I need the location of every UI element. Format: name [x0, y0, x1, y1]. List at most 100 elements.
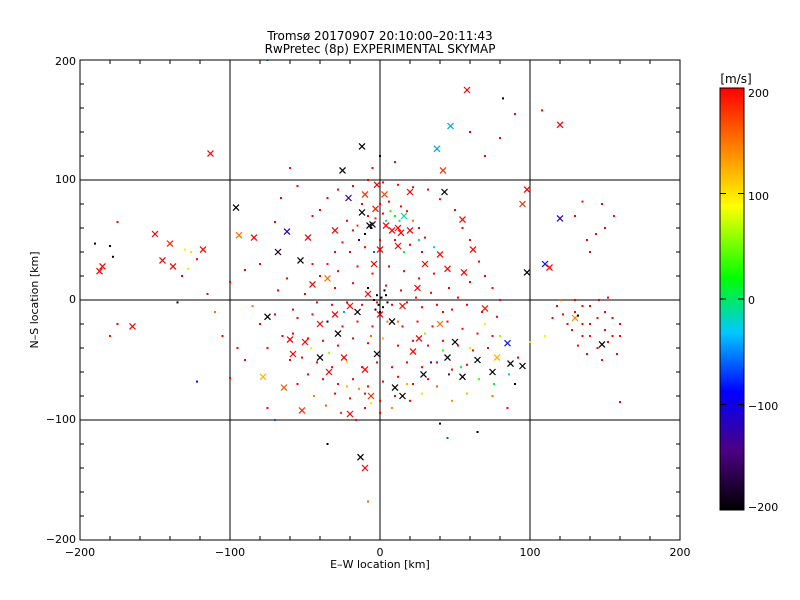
scatter-point-dot [484, 155, 486, 157]
chart-title: Tromsø 20170907 20:10:00–20:11:43 [266, 29, 492, 43]
scatter-point-x [361, 464, 369, 472]
scatter-point-dot [446, 437, 449, 439]
scatter-point-dot [476, 332, 479, 335]
scatter-point-dot [433, 272, 435, 275]
scatter-point-dot [484, 323, 486, 325]
scatter-point-dot [581, 200, 584, 203]
scatter-point-dot [427, 344, 429, 347]
scatter-point-dot [394, 215, 396, 217]
scatter-point-dot [478, 260, 480, 263]
scatter-point-dot [109, 245, 111, 247]
scatter-point-dot [604, 227, 606, 229]
scatter-point-dot [382, 337, 384, 340]
scatter-point-x [316, 320, 324, 328]
scatter-point-x [444, 265, 451, 273]
scatter-point-x [346, 410, 354, 418]
scatter-point-dot [391, 366, 393, 369]
scatter-point-x [316, 354, 324, 362]
scatter-point-dot [577, 344, 579, 347]
scatter-point-dot [566, 323, 569, 325]
scatter-point-dot [181, 275, 183, 277]
scatter-point-dot [446, 320, 449, 323]
scatter-point-dot [499, 299, 501, 301]
scatter-point-dot [415, 296, 417, 299]
scatter-point-x [507, 360, 514, 368]
scatter-point-x [367, 392, 375, 400]
scatter-point-x [381, 190, 388, 198]
scatter-point-dot [187, 267, 189, 270]
scatter-point-dot [506, 407, 509, 409]
scatter-point-x [420, 370, 427, 378]
scatter-point-dot [586, 239, 588, 241]
scatter-point-dot [424, 332, 426, 335]
scatter-point-dot [388, 200, 390, 203]
scatter-point-dot [529, 341, 531, 343]
scatter-point-dot [316, 361, 318, 364]
scatter-point-dot [386, 320, 389, 323]
scatter-point-dot [322, 339, 324, 342]
colorbar-tick-label: −200 [748, 501, 778, 514]
scatter-point-dot [94, 242, 96, 245]
scatter-point-x [151, 230, 159, 238]
colorbar-tick-label: 200 [748, 87, 769, 100]
scatter-point-dot [343, 311, 345, 313]
scatter-point-dot [541, 109, 543, 112]
scatter-point-dot [266, 347, 269, 349]
scatter-point-dot [346, 219, 348, 222]
scatter-point-dot [451, 308, 453, 311]
scatter-point-dot [319, 275, 321, 277]
scatter-point-dot [319, 209, 321, 211]
scatter-point-dot [361, 303, 363, 306]
scatter-point-dot [109, 335, 111, 337]
scatter-point-dot [430, 361, 432, 364]
scatter-point-dot [337, 270, 339, 273]
scatter-point-x [447, 122, 454, 130]
y-axis-label: N–S location [km] [28, 251, 41, 348]
scatter-point-x [301, 338, 309, 346]
scatter-point-x [463, 86, 471, 94]
scatter-point-dot [454, 209, 456, 211]
scatter-point-dot [607, 296, 609, 299]
scatter-point-dot [581, 335, 584, 337]
scatter-point-dot [613, 215, 615, 217]
scatter-point-dot [596, 317, 599, 319]
scatter-point-x [259, 373, 267, 381]
scatter-point-dot [280, 197, 282, 199]
scatter-point-dot [296, 317, 299, 319]
scatter-point-dot [556, 305, 558, 307]
scatter-point-dot [491, 395, 494, 397]
scatter-point-x [444, 354, 451, 362]
scatter-point-x [388, 226, 396, 234]
scatter-point-dot [376, 294, 378, 297]
scatter-point-x [541, 260, 549, 268]
scatter-point-dot [619, 323, 621, 325]
scatter-point-dot [379, 311, 381, 313]
scatter-point-dot [116, 221, 119, 223]
scatter-point-dot [296, 383, 299, 385]
scatter-point-dot [379, 203, 381, 205]
scatter-point-x [439, 166, 447, 174]
scatter-point-dot [389, 210, 392, 213]
scatter-point-dot [385, 284, 387, 287]
scatter-point-x [358, 208, 366, 216]
scatter-point-dot [388, 265, 390, 268]
scatter-point-dot [574, 215, 576, 217]
scatter-point-dot [361, 366, 363, 369]
scatter-point-dot [416, 320, 419, 323]
scatter-point-x [370, 260, 378, 268]
scatter-point-dot [356, 320, 359, 323]
scatter-point-dot [274, 313, 276, 316]
scatter-point-x [340, 354, 348, 362]
scatter-point-dot [370, 402, 372, 405]
scatter-point-dot [487, 347, 489, 349]
scatter-point-dot [551, 317, 554, 319]
scatter-point-dot [436, 303, 438, 306]
scatter-point-dot [259, 263, 261, 265]
scatter-point-x [556, 121, 564, 129]
scatter-point-dot [431, 325, 434, 328]
scatter-point-dot [589, 305, 591, 307]
scatter-point-x [421, 260, 429, 268]
scatter-point-dot [326, 443, 329, 445]
scatter-point-x [376, 310, 384, 318]
scatter-point-dot [424, 236, 426, 239]
